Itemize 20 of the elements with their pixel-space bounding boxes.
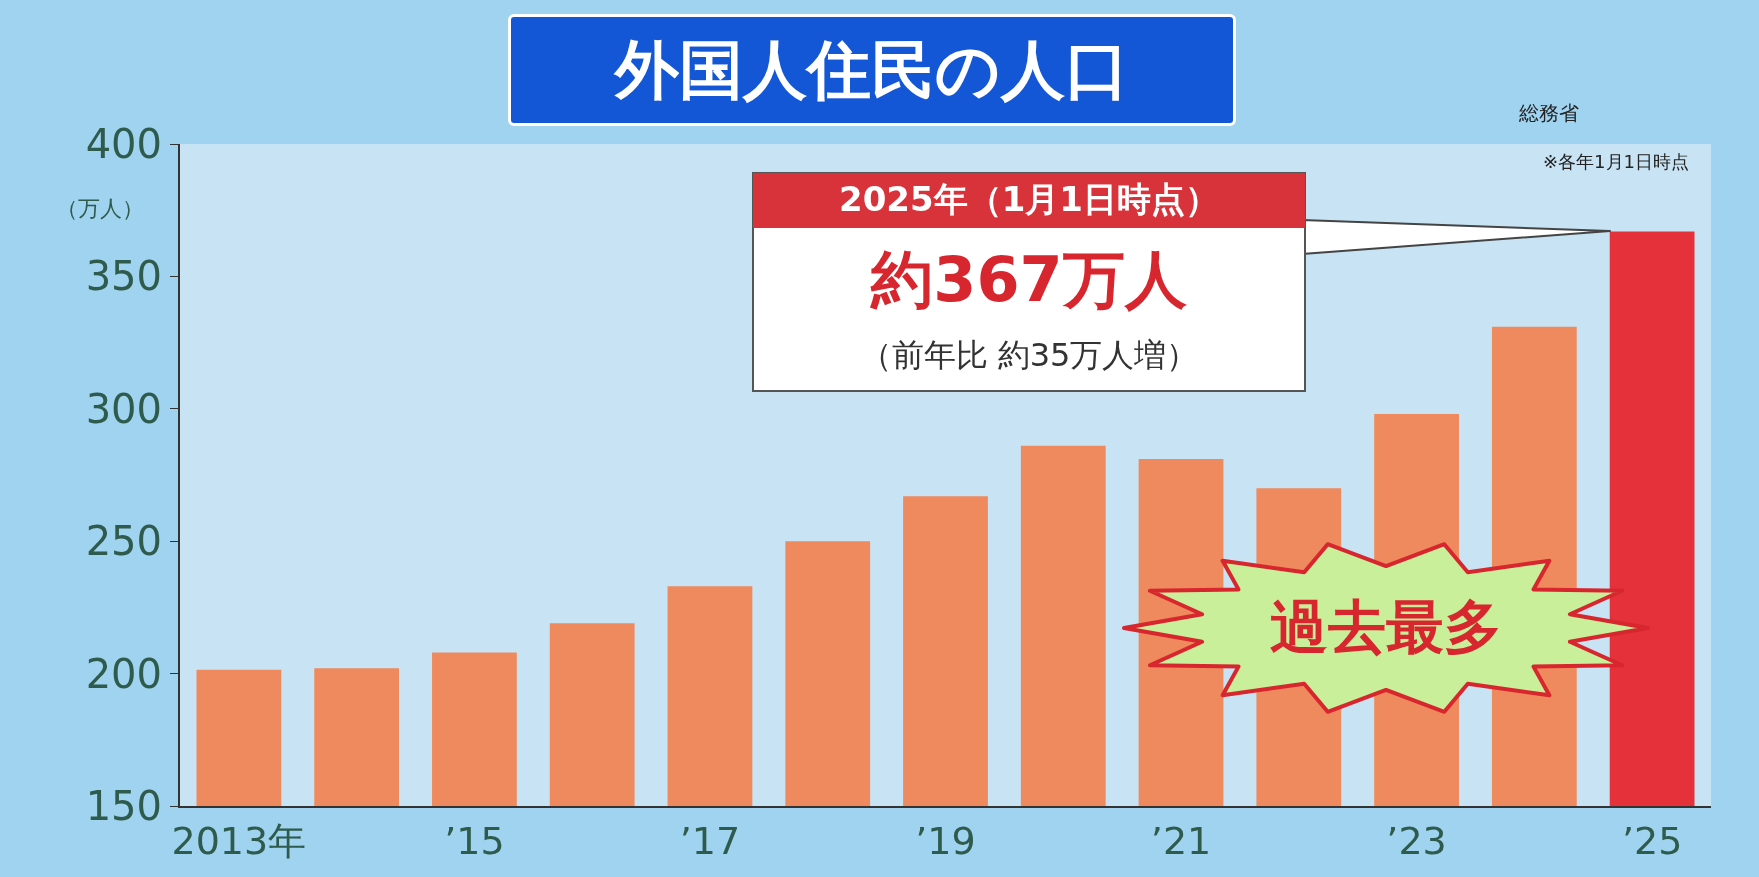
y-axis-title: （万人）	[56, 196, 144, 221]
y-tick-label: 250	[85, 518, 162, 565]
x-tick-label: ’25	[1621, 818, 1683, 863]
x-tick-label: ’19	[915, 818, 976, 863]
chart-title: 外国人住民の人口	[508, 14, 1236, 126]
x-tick-label: ’17	[679, 818, 741, 863]
annotation: 約367万人	[869, 242, 1188, 318]
x-tick-label: ’23	[1386, 818, 1447, 863]
y-tick-label: 200	[85, 650, 162, 697]
x-tick-label: ’21	[1150, 818, 1212, 863]
text: 総務省	[1519, 100, 1579, 127]
annotation: 2025年（1月1日時点）	[752, 172, 1306, 228]
y-tick-label: 400	[85, 121, 162, 167]
annotation: （前年比 約35万人増）	[858, 335, 1200, 376]
y-tick-label: 150	[85, 783, 162, 829]
y-tick-label: 300	[85, 385, 162, 432]
x-tick-label: 2013年	[171, 818, 307, 863]
x-tick-label: ’15	[444, 818, 505, 863]
annotation: ※各年1月1日時点	[1543, 150, 1689, 174]
y-tick-label: 350	[85, 253, 162, 300]
